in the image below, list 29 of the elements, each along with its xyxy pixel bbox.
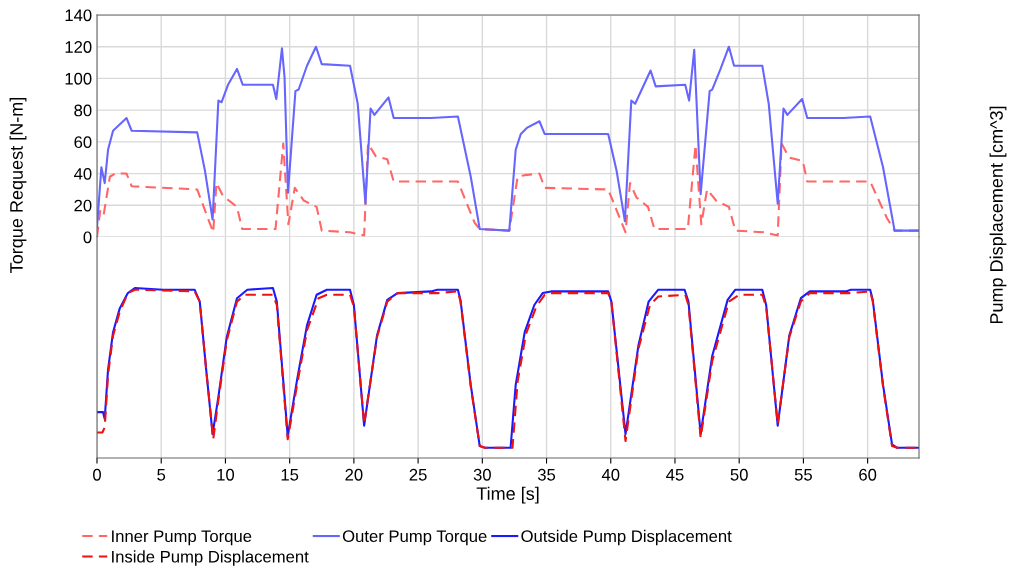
y-tick-label: 20 xyxy=(74,199,92,212)
y-tick-label: 100 xyxy=(65,72,92,85)
x-tick-label: 55 xyxy=(794,469,812,481)
y-tick-label: 120 xyxy=(65,41,92,53)
x-tick-label: 30 xyxy=(473,468,491,481)
y-axis-title: Torque Request [N-m] xyxy=(9,97,27,273)
x-axis-title: Time [s] xyxy=(476,486,539,504)
y-axis-title: Pump Displacement [cm^3] xyxy=(989,106,1007,324)
y-tick-label: 40 xyxy=(73,167,92,180)
line-series xyxy=(97,45,919,232)
x-tick-label: 60 xyxy=(859,468,877,481)
x-tick-label: 20 xyxy=(345,468,363,481)
x-tick-label: 40 xyxy=(601,468,620,481)
x-tick-label: 35 xyxy=(537,468,556,481)
y-tick-label: 0 xyxy=(83,231,92,244)
legend-label: Inner Pump Torque xyxy=(112,530,252,546)
x-tick-label: 45 xyxy=(666,469,684,481)
legend-label: Outside Pump Displacement xyxy=(521,529,732,546)
legend-label: Outer Pump Torque xyxy=(342,530,487,546)
y-tick-label: 140 xyxy=(65,9,92,22)
x-tick-label: 50 xyxy=(730,468,748,481)
x-tick-label: 0 xyxy=(93,468,101,481)
x-tick-label: 10 xyxy=(217,468,235,481)
x-tick-label: 25 xyxy=(409,468,427,481)
x-tick-label: 5 xyxy=(157,469,166,481)
x-tick-label: 15 xyxy=(281,469,299,481)
y-tick-label: 80 xyxy=(74,104,92,117)
y-tick-label: 60 xyxy=(74,136,92,149)
legend-label: Inside Pump Displacement xyxy=(112,550,309,566)
